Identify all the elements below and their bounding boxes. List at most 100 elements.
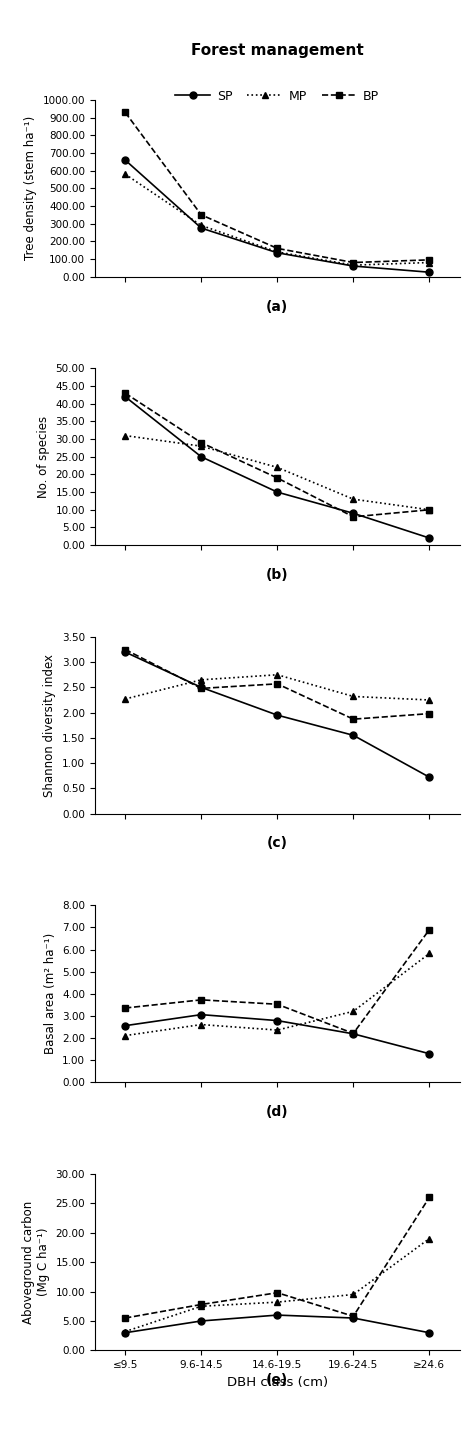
MP xyxy=(199,672,204,689)
Line: SP: SP xyxy=(122,393,433,542)
Text: (e): (e) xyxy=(266,1373,288,1388)
Y-axis label: Tree density (stem ha⁻¹): Tree density (stem ha⁻¹) xyxy=(24,116,37,260)
Line: SP: SP xyxy=(122,1012,433,1057)
Line: BP: BP xyxy=(122,926,433,1037)
BP xyxy=(427,922,432,939)
BP xyxy=(199,992,204,1009)
Text: Forest management: Forest management xyxy=(191,43,364,57)
Y-axis label: Shannon diversity index: Shannon diversity index xyxy=(44,653,56,797)
Legend: SP, MP, BP: SP, MP, BP xyxy=(171,84,384,107)
BP xyxy=(350,254,356,272)
MP xyxy=(427,502,432,519)
SP xyxy=(274,1012,280,1029)
SP xyxy=(427,769,432,786)
SP xyxy=(274,244,280,262)
Y-axis label: No. of species: No. of species xyxy=(37,416,50,497)
BP xyxy=(122,999,128,1016)
MP xyxy=(199,1298,204,1315)
Line: BP: BP xyxy=(122,109,433,266)
MP xyxy=(350,687,356,704)
Line: SP: SP xyxy=(122,1312,433,1336)
Line: SP: SP xyxy=(122,157,433,276)
BP xyxy=(427,1189,432,1206)
SP xyxy=(122,643,128,660)
SP xyxy=(122,389,128,406)
MP xyxy=(274,459,280,476)
Text: (c): (c) xyxy=(267,836,288,850)
MP xyxy=(199,217,204,234)
MP xyxy=(122,166,128,183)
BP xyxy=(350,1025,356,1042)
BP xyxy=(427,502,432,519)
BP xyxy=(122,104,128,121)
BP xyxy=(350,509,356,526)
BP xyxy=(199,1296,204,1313)
SP xyxy=(199,449,204,466)
Line: MP: MP xyxy=(122,170,433,269)
MP xyxy=(427,692,432,709)
BP xyxy=(274,469,280,486)
BP xyxy=(274,240,280,257)
SP xyxy=(274,1306,280,1323)
SP xyxy=(199,1312,204,1329)
MP xyxy=(199,1016,204,1033)
Text: (b): (b) xyxy=(266,569,289,582)
SP xyxy=(350,504,356,522)
SP xyxy=(427,1325,432,1342)
MP xyxy=(274,1293,280,1310)
MP xyxy=(199,437,204,454)
SP xyxy=(350,727,356,745)
MP xyxy=(274,243,280,260)
Y-axis label: Basal area (m² ha⁻¹): Basal area (m² ha⁻¹) xyxy=(44,933,56,1055)
SP xyxy=(122,151,128,169)
MP xyxy=(274,666,280,683)
SP xyxy=(274,706,280,723)
BP xyxy=(122,1309,128,1326)
BP xyxy=(427,704,432,722)
MP xyxy=(350,1286,356,1303)
SP xyxy=(274,483,280,500)
BP xyxy=(199,434,204,452)
SP xyxy=(350,1309,356,1326)
BP xyxy=(274,1285,280,1302)
MP xyxy=(122,1323,128,1340)
MP xyxy=(350,1003,356,1020)
Line: BP: BP xyxy=(122,646,433,723)
SP xyxy=(350,1025,356,1042)
BP xyxy=(274,676,280,693)
Line: BP: BP xyxy=(122,1193,433,1322)
SP xyxy=(122,1017,128,1035)
BP xyxy=(350,1308,356,1325)
SP xyxy=(350,257,356,274)
BP xyxy=(122,384,128,402)
MP xyxy=(122,427,128,444)
MP xyxy=(427,1230,432,1248)
BP xyxy=(427,252,432,269)
SP xyxy=(199,1006,204,1023)
Line: MP: MP xyxy=(122,432,433,513)
Text: (a): (a) xyxy=(266,300,288,313)
SP xyxy=(199,220,204,237)
BP xyxy=(199,680,204,697)
MP xyxy=(427,254,432,272)
MP xyxy=(350,257,356,274)
Y-axis label: Aboveground carbon
(Mg C ha⁻¹): Aboveground carbon (Mg C ha⁻¹) xyxy=(22,1200,50,1323)
Line: SP: SP xyxy=(122,649,433,780)
MP xyxy=(274,1022,280,1039)
SP xyxy=(427,1045,432,1062)
MP xyxy=(350,490,356,507)
Line: MP: MP xyxy=(122,672,433,703)
MP xyxy=(427,945,432,962)
Line: MP: MP xyxy=(122,1235,433,1335)
BP xyxy=(274,996,280,1013)
SP xyxy=(427,529,432,546)
MP xyxy=(122,690,128,707)
Line: BP: BP xyxy=(122,390,433,520)
X-axis label: DBH class (cm): DBH class (cm) xyxy=(227,1376,328,1389)
SP xyxy=(122,1325,128,1342)
MP xyxy=(122,1027,128,1045)
Text: (d): (d) xyxy=(266,1105,289,1119)
BP xyxy=(122,642,128,659)
SP xyxy=(199,679,204,696)
BP xyxy=(199,206,204,223)
